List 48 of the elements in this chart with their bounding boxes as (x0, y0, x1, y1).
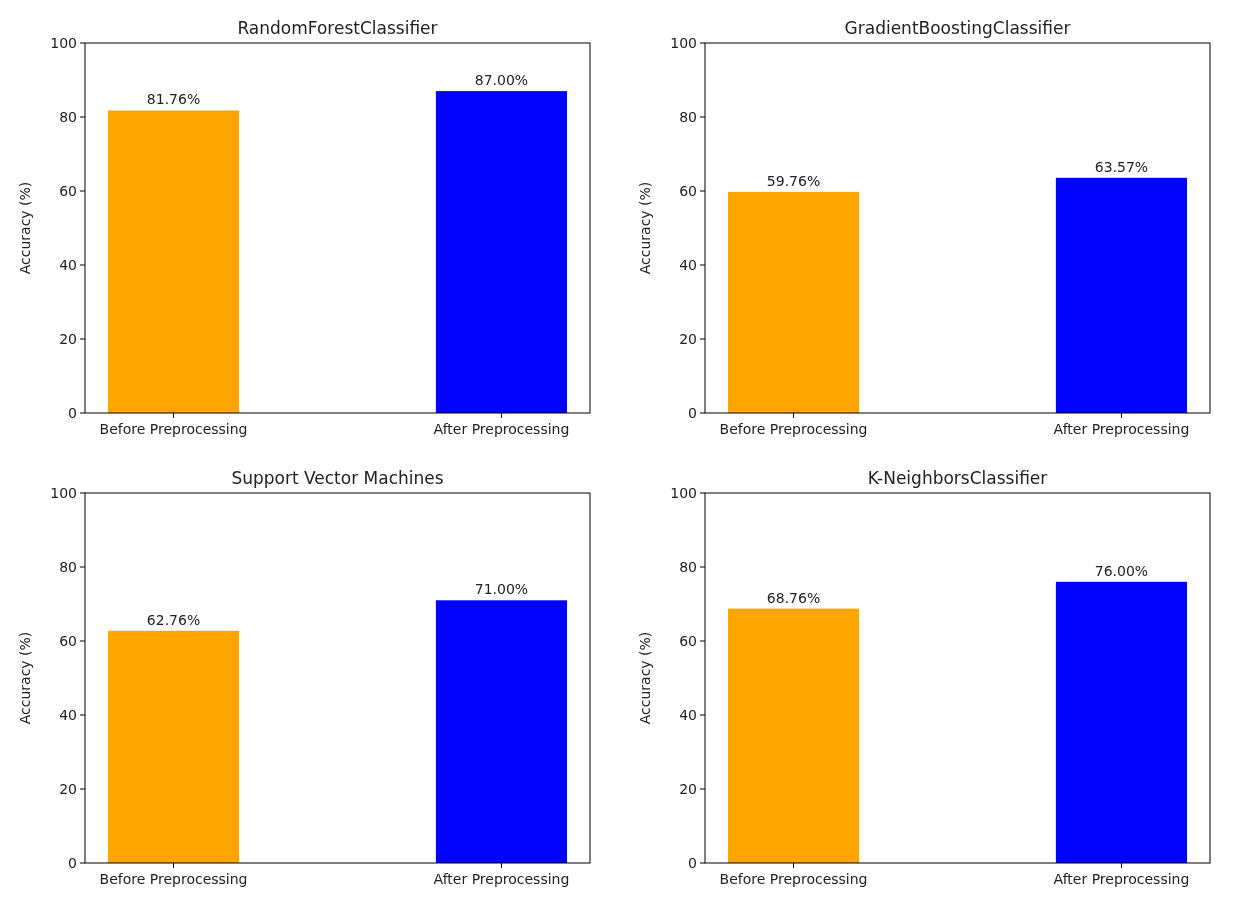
y-tick-label: 40 (59, 256, 77, 273)
y-tick-label: 0 (688, 404, 697, 421)
y-tick-label: 0 (68, 404, 77, 421)
y-axis-title: Accuracy (%) (17, 631, 33, 725)
y-tick-label: 60 (59, 632, 77, 649)
y-tick-label: 40 (679, 706, 697, 723)
y-tick-label: 60 (679, 182, 697, 199)
data-label: 87.00% (474, 72, 529, 89)
y-tick-label: 40 (679, 256, 697, 273)
y-tick-label: 100 (50, 484, 77, 501)
chart-title: RandomForestClassifier (237, 18, 438, 38)
x-tick-label: After Preprocessing (433, 421, 570, 437)
chart-title: Support Vector Machines (231, 468, 444, 488)
x-tick-label: Before Preprocessing (99, 421, 248, 437)
x-tick-label: After Preprocessing (1053, 421, 1190, 437)
data-label: 62.76% (146, 611, 201, 628)
y-axis-title: Accuracy (%) (637, 631, 653, 725)
x-tick-label: Before Preprocessing (719, 421, 868, 437)
y-tick-label: 100 (670, 484, 697, 501)
chart-title: K-NeighborsClassifier (867, 468, 1048, 488)
x-tick-label: Before Preprocessing (719, 871, 868, 887)
data-label: 81.76% (146, 91, 201, 108)
y-tick-label: 80 (679, 108, 697, 125)
y-tick-label: 100 (50, 34, 77, 51)
y-tick-label: 80 (59, 558, 77, 575)
y-axis-title: Accuracy (%) (637, 181, 653, 275)
y-tick-label: 20 (59, 780, 77, 797)
chart-title: GradientBoostingClassifier (844, 18, 1071, 38)
y-tick-label: 80 (679, 558, 697, 575)
y-tick-label: 0 (68, 854, 77, 871)
y-tick-label: 0 (688, 854, 697, 871)
data-label: 63.57% (1094, 158, 1149, 175)
y-tick-label: 100 (670, 34, 697, 51)
y-axis-title: Accuracy (%) (17, 181, 33, 275)
data-label: 71.00% (474, 581, 529, 598)
y-tick-label: 20 (59, 330, 77, 347)
x-tick-label: After Preprocessing (433, 871, 570, 887)
y-tick-label: 80 (59, 108, 77, 125)
x-tick-label: Before Preprocessing (99, 871, 248, 887)
y-tick-label: 60 (59, 182, 77, 199)
data-label: 68.76% (766, 589, 821, 606)
data-label: 59.76% (766, 172, 821, 189)
y-tick-label: 60 (679, 632, 697, 649)
y-tick-label: 20 (679, 330, 697, 347)
data-label: 76.00% (1094, 562, 1149, 579)
y-tick-label: 20 (679, 780, 697, 797)
x-tick-label: After Preprocessing (1053, 871, 1190, 887)
y-tick-label: 40 (59, 706, 77, 723)
